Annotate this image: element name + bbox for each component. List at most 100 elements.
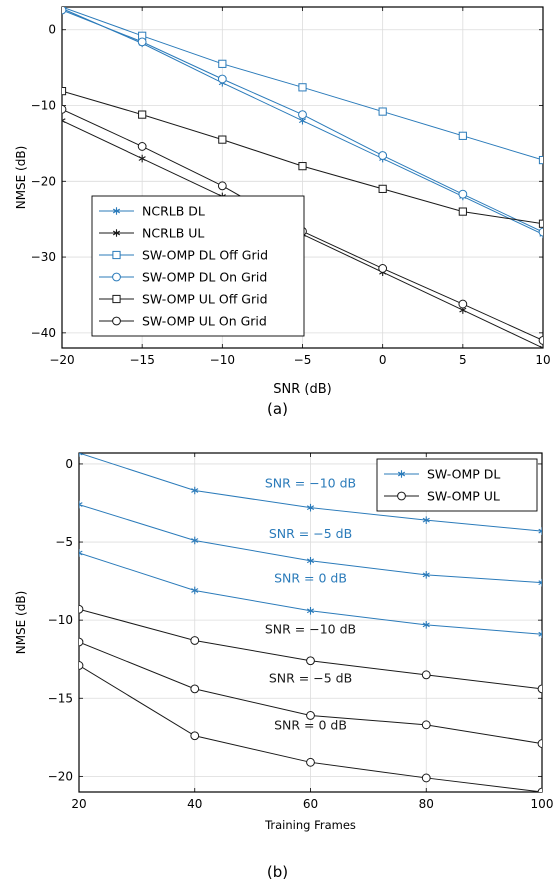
y-tick-label: 0 — [48, 23, 56, 37]
data-point — [537, 787, 542, 792]
data-point — [458, 189, 468, 199]
legend-entry: NCRLB DL — [142, 204, 205, 219]
y-tick-label: −15 — [48, 691, 73, 705]
x-tick-label: −10 — [210, 353, 235, 367]
data-point — [306, 711, 315, 720]
annotation-label: SNR = 0 dB — [274, 571, 347, 586]
x-tick-label: 100 — [531, 797, 554, 811]
x-tick-label: −15 — [130, 353, 155, 367]
data-point — [138, 110, 147, 119]
legend-entry: SW-OMP DL Off Grid — [142, 248, 268, 263]
data-point — [538, 336, 543, 345]
legend-marker — [397, 491, 406, 501]
x-tick-label: 5 — [459, 353, 467, 367]
data-point — [538, 630, 542, 639]
legend: SW-OMP DL SW-OMP UL — [376, 458, 538, 512]
data-point — [190, 636, 200, 645]
legend-box — [376, 458, 538, 512]
annotation-label: SNR = −10 dB — [265, 621, 356, 636]
legend-entry: SW-OMP UL On Grid — [142, 314, 267, 329]
data-point — [422, 621, 430, 629]
data-point — [421, 720, 431, 730]
data-point — [537, 684, 542, 694]
data-point — [378, 107, 387, 116]
annotation-label: SNR = −5 dB — [269, 671, 352, 686]
data-point — [79, 453, 83, 457]
x-tick-label: 0 — [379, 353, 387, 367]
x-tick-label: 20 — [71, 797, 86, 811]
series-layer — [79, 453, 542, 792]
data-point — [538, 578, 542, 587]
data-point — [62, 7, 67, 15]
data-point — [421, 670, 431, 680]
y-tick-label: −40 — [31, 326, 56, 340]
legend-entry: SW-OMP DL — [427, 467, 500, 482]
legend-entry: NCRLB UL — [142, 226, 204, 241]
data-point — [218, 59, 227, 68]
data-point — [378, 151, 388, 160]
data-point — [62, 116, 66, 125]
caption-b: (b) — [267, 863, 288, 881]
data-point — [422, 516, 430, 524]
data-point — [306, 656, 315, 666]
data-point — [217, 74, 227, 84]
data-point — [538, 155, 543, 165]
x-tick-label: 80 — [419, 797, 434, 811]
y-tick-label: −20 — [31, 174, 56, 188]
legend-marker — [112, 272, 121, 282]
legend-marker — [112, 316, 121, 326]
data-point — [538, 219, 543, 228]
legend-entry: SW-OMP UL Off Grid — [142, 292, 268, 307]
data-point — [79, 637, 84, 647]
x-tick-label: −5 — [294, 353, 312, 367]
data-point — [191, 536, 199, 545]
annotation-label: SNR = 0 dB — [274, 718, 347, 733]
x-axis-label: SNR (dB) — [273, 382, 331, 397]
annotation-label: SNR = −10 dB — [265, 475, 356, 490]
data-point — [306, 757, 315, 767]
data-point — [138, 154, 146, 163]
data-point — [422, 571, 430, 579]
y-tick-label: −10 — [48, 613, 73, 627]
data-point — [137, 37, 147, 47]
data-point — [62, 104, 67, 114]
legend-marker — [112, 250, 121, 260]
data-point — [217, 181, 227, 191]
legend-marker — [397, 470, 406, 478]
data-point — [79, 500, 83, 509]
data-point — [306, 503, 315, 512]
data-point — [378, 184, 387, 193]
x-axis-label: Training Frames — [264, 818, 356, 832]
legend-marker — [112, 207, 121, 215]
data-point — [190, 731, 200, 741]
y-tick-label: −20 — [48, 769, 73, 783]
data-point — [306, 606, 315, 615]
data-point — [62, 87, 67, 96]
data-point — [538, 527, 542, 535]
data-point — [458, 299, 468, 309]
data-point — [537, 739, 542, 748]
legend-entry: SW-OMP UL — [427, 489, 500, 504]
data-point — [298, 162, 307, 171]
x-tick-label: 10 — [535, 353, 550, 367]
data-point — [298, 110, 307, 120]
x-tick-label: −20 — [49, 353, 74, 367]
data-point — [191, 586, 199, 595]
data-point — [306, 556, 315, 565]
data-point — [421, 773, 431, 783]
legend: NCRLB DL NCRLB UL SW-OMP DL Off Grid SW-OMP… — [91, 195, 305, 337]
y-tick-label: −10 — [31, 99, 56, 113]
annotation-label: SNR = −5 dB — [269, 526, 352, 541]
data-point — [79, 549, 83, 557]
data-point — [137, 142, 147, 151]
legend-marker — [112, 294, 121, 304]
data-point — [298, 83, 307, 92]
data-point — [191, 486, 199, 495]
chart-a-nmse-vs-snr: −20 −15 −10 −5 0 5 10 0 −10 −20 −30 −40 SNR (dB) NMSE… — [14, 6, 551, 397]
legend-box — [91, 195, 305, 337]
data-point — [539, 344, 543, 348]
caption-a: (a) — [267, 400, 288, 418]
y-tick-label: −5 — [55, 535, 73, 549]
y-tick-label: −30 — [31, 250, 56, 264]
